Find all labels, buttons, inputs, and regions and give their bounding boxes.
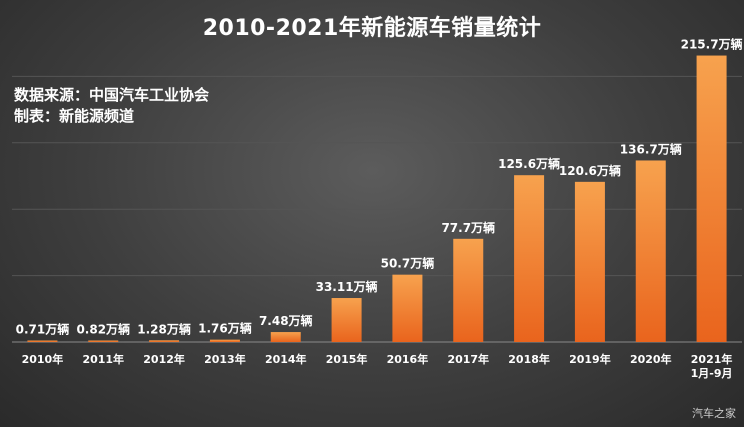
x-tick-label: 2016年	[387, 352, 429, 366]
data-label: 0.71万辆	[16, 322, 70, 337]
bar	[574, 181, 605, 342]
data-label: 7.48万辆	[259, 313, 313, 328]
data-label: 215.7万辆	[681, 37, 743, 52]
x-tick-label: 2013年	[204, 352, 246, 366]
data-label: 77.7万辆	[441, 220, 495, 235]
data-label: 33.11万辆	[316, 279, 378, 294]
x-tick-label: 2019年	[569, 352, 611, 366]
x-tick-label: 2014年	[265, 352, 307, 366]
x-tick-label: 2012年	[143, 352, 185, 366]
bar	[635, 160, 666, 342]
bar	[392, 274, 423, 342]
bar	[149, 340, 180, 342]
data-label: 120.6万辆	[559, 163, 621, 178]
x-tick-label: 2017年	[447, 352, 489, 366]
chart-title: 2010-2021年新能源车销量统计	[202, 16, 542, 41]
bar	[514, 175, 545, 342]
data-label: 50.7万辆	[381, 256, 435, 271]
data-label: 0.82万辆	[76, 322, 130, 337]
x-tick-label: 2011年	[82, 352, 124, 366]
x-tick-label: 2018年	[508, 352, 550, 366]
data-label: 136.7万辆	[620, 141, 682, 156]
bar	[27, 340, 58, 342]
watermark: 汽车之家	[692, 407, 736, 420]
data-label: 125.6万辆	[498, 156, 560, 171]
x-tick-label: 2021年	[691, 352, 733, 366]
bar	[331, 298, 362, 342]
x-tick-label: 2010年	[22, 352, 64, 366]
bar	[696, 55, 727, 342]
bar	[88, 340, 119, 342]
bar	[209, 339, 240, 342]
x-tick-label: 2020年	[630, 352, 672, 366]
source-line: 数据来源：中国汽车工业协会	[14, 86, 210, 104]
data-label: 1.76万辆	[198, 321, 252, 336]
data-label: 1.28万辆	[137, 321, 191, 336]
bar	[270, 332, 301, 342]
bar	[453, 238, 484, 342]
x-tick-label: 2015年	[326, 352, 368, 366]
producer-line: 制表：新能源频道	[14, 107, 135, 125]
x-tick-label: 1月-9月	[691, 367, 733, 380]
